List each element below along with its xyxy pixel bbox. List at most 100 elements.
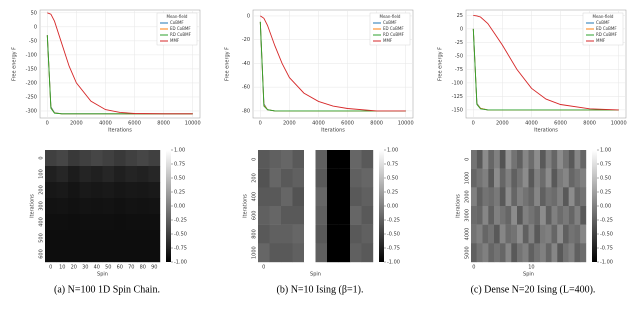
colorbar-tick-label: -0.50 (600, 232, 613, 238)
heatmap-cell (125, 246, 138, 263)
series-line (473, 14, 619, 111)
heatmap-cell (91, 166, 103, 183)
x-tick-label: 90 (151, 265, 157, 271)
colorbar-tick-label: -0.50 (174, 232, 187, 238)
heatmap-cell (540, 243, 546, 263)
legend-label: RD CoBMF (170, 32, 192, 37)
x-tick-label: 8000 (583, 121, 596, 127)
heatmap-cell (114, 198, 126, 215)
x-tick-label: 10000 (185, 121, 201, 127)
legend-label: ED CoBMF (383, 26, 404, 31)
y-tick-label: 0 (39, 156, 45, 159)
heatmap-cell (304, 206, 316, 225)
heatmap-cell (91, 230, 103, 247)
y-tick-label: -125 (452, 94, 463, 100)
y-tick-label: -250 (26, 94, 37, 100)
heatmap-cell (574, 224, 581, 244)
heatmap-cell (361, 187, 374, 207)
heatmap-cell (56, 246, 69, 263)
colorbar-tick-label: -0.25 (600, 218, 613, 224)
y-tick-label: -25 (455, 40, 463, 46)
heatmap-cell (91, 198, 103, 215)
heatmap-cell (269, 206, 282, 225)
heatmap-cell (91, 214, 103, 231)
heatmap-cell (574, 243, 581, 263)
heatmap-cell (281, 150, 293, 169)
heatmap-cell (304, 168, 316, 188)
heatmap-cell (56, 166, 69, 183)
heatmap-cell (45, 230, 57, 247)
x-tick-label: 10 (528, 265, 534, 271)
colorbar-tick-label: 0.25 (600, 190, 611, 196)
heatmap-cell (488, 224, 495, 244)
x-axis-label: Spin (310, 272, 321, 278)
heatmap-cell (281, 168, 293, 188)
caption: (b) N=10 Ising (β=1). (277, 284, 364, 295)
heatmap-cell (517, 168, 523, 188)
colorbar-tick-label: -0.25 (387, 218, 400, 224)
heatmap-cell (476, 206, 483, 225)
colorbar-tick-label: -1.00 (387, 260, 400, 266)
heatmap-cell (528, 206, 535, 225)
heatmap-cell (361, 150, 374, 169)
heatmap-cell (102, 246, 115, 263)
heatmap-cell (148, 198, 161, 215)
heatmap-cell (281, 224, 293, 244)
heatmap-cell (568, 224, 575, 244)
heatmap-cell (563, 168, 569, 188)
colorbar-tick-label: -0.75 (600, 246, 613, 252)
heatmap-cell (327, 206, 339, 225)
heatmap-cell (540, 168, 546, 188)
heatmap-cell (338, 187, 351, 207)
heatmap-cell (68, 246, 80, 263)
y-tick-label: 25 (457, 13, 463, 19)
legend-label: CoBMF (383, 20, 397, 25)
heatmap-cell (488, 168, 495, 188)
colorbar-tick-label: 0.00 (387, 204, 398, 210)
heatmap-cell (56, 230, 69, 247)
heatmap-cell (580, 224, 587, 244)
heatmap-cell (338, 206, 351, 225)
heatmap-cell (482, 243, 489, 263)
y-tick-label: 0 (34, 24, 37, 30)
legend-label: ED CoBMF (596, 26, 617, 31)
x-tick-label: 4000 (525, 121, 538, 127)
heatmap-cell (45, 182, 57, 199)
heatmap-cell (79, 150, 92, 167)
heatmap-cell (557, 243, 564, 263)
heatmap-cell (361, 243, 374, 263)
heatmap-cell (545, 224, 552, 244)
colorbar-tick-label: 0.50 (174, 176, 185, 182)
heatmap-cell (304, 187, 316, 207)
heatmap-cell (563, 206, 569, 225)
heatmap-cell (568, 187, 575, 207)
heatmap-cell (476, 168, 483, 188)
heatmap-cell (361, 168, 374, 188)
heatmap-cell (534, 224, 541, 244)
series-line (259, 21, 406, 112)
y-tick-label: -50 (29, 38, 37, 44)
heatmap-cell (292, 168, 305, 188)
x-tick-label: 70 (128, 265, 134, 271)
heatmap-cell (137, 166, 149, 183)
heatmap-cell (580, 243, 587, 263)
heatmap-cell (338, 224, 351, 244)
heatmap-cell (505, 243, 512, 263)
heatmap-cell (551, 168, 558, 188)
heatmap-cell (102, 150, 115, 167)
heatmap-cell (471, 187, 477, 207)
colorbar-tick-label: 0.75 (174, 162, 185, 168)
heatmap-cell (304, 243, 316, 263)
heatmap-cell (102, 182, 115, 199)
colorbar (592, 150, 597, 262)
heatmap-cell (551, 243, 558, 263)
colorbar-tick-label: -1.00 (174, 260, 187, 266)
heatmap-cell (269, 243, 282, 263)
heatmap-cell (494, 243, 500, 263)
heatmap-cell (563, 224, 569, 244)
heatmap-cell (557, 206, 564, 225)
x-tick-label: 40 (94, 265, 100, 271)
heatmap-cell (137, 246, 149, 263)
heatmap-cell (79, 166, 92, 183)
colorbar-tick-label: -0.50 (387, 232, 400, 238)
